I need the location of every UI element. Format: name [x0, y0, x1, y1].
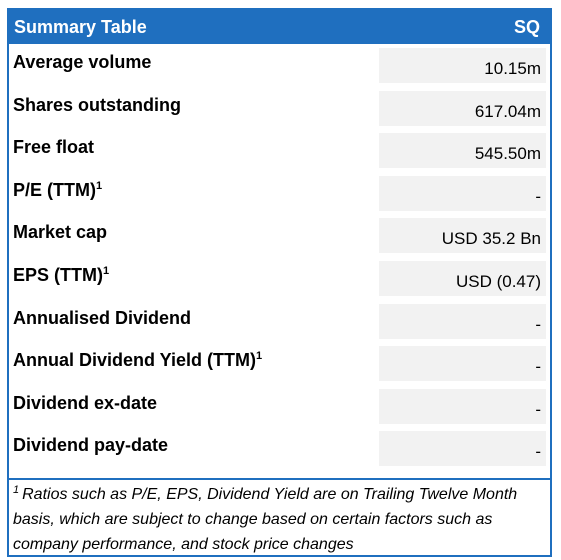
table-row: Free float 545.50m	[9, 131, 550, 174]
footnote-text: Ratios such as P/E, EPS, Dividend Yield …	[13, 486, 518, 553]
row-label: EPS (TTM)1	[13, 264, 110, 285]
table-row: Market cap USD 35.2 Bn	[9, 216, 550, 259]
row-label: Dividend pay-date	[13, 435, 169, 456]
row-label: Average volume	[13, 52, 152, 72]
row-value: -	[379, 431, 546, 467]
row-value: -	[379, 303, 546, 339]
footnote-marker: 1	[256, 350, 263, 363]
row-label: P/E (TTM)1	[13, 179, 103, 200]
row-label: Market cap	[13, 222, 108, 243]
summary-table: Summary Table SQ Average volume 10.15m S…	[7, 8, 552, 557]
row-label: Annualised Dividend	[13, 307, 192, 328]
row-value: USD (0.47)	[379, 260, 546, 296]
row-value: 617.04m	[379, 90, 546, 126]
table-row: Dividend pay-date -	[9, 429, 550, 472]
table-row: Average volume 10.15m	[9, 46, 550, 89]
row-label: Annual Dividend Yield (TTM)1	[13, 350, 263, 371]
footnote-marker: 1	[103, 264, 110, 277]
table-rows: Average volume 10.15m Shares outstanding…	[9, 46, 550, 472]
table-row: Shares outstanding 617.04m	[9, 89, 550, 132]
table-row: EPS (TTM)1 USD (0.47)	[9, 259, 550, 302]
footnote-marker: 1	[13, 483, 20, 496]
row-label: Shares outstanding	[13, 94, 182, 115]
footnote-marker: 1	[96, 179, 103, 192]
footnote-divider	[9, 478, 550, 480]
row-value: -	[379, 175, 546, 211]
ticker-symbol: SQ	[513, 16, 540, 37]
row-value: -	[379, 346, 546, 382]
table-row: P/E (TTM)1 -	[9, 174, 550, 217]
table-row: Annualised Dividend -	[9, 302, 550, 345]
table-title: Summary Table	[14, 16, 147, 37]
table-row: Dividend ex-date -	[9, 387, 550, 430]
row-label: Dividend ex-date	[13, 392, 158, 413]
row-value: 10.15m	[379, 48, 546, 83]
table-header: Summary Table SQ	[9, 10, 550, 44]
footnote: 1 Ratios such as P/E, EPS, Dividend Yield…	[13, 482, 544, 557]
row-label: Free float	[13, 137, 95, 158]
row-value: -	[379, 388, 546, 424]
row-value: USD 35.2 Bn	[379, 218, 546, 254]
row-value: 545.50m	[379, 133, 546, 169]
table-row: Annual Dividend Yield (TTM)1 -	[9, 344, 550, 387]
